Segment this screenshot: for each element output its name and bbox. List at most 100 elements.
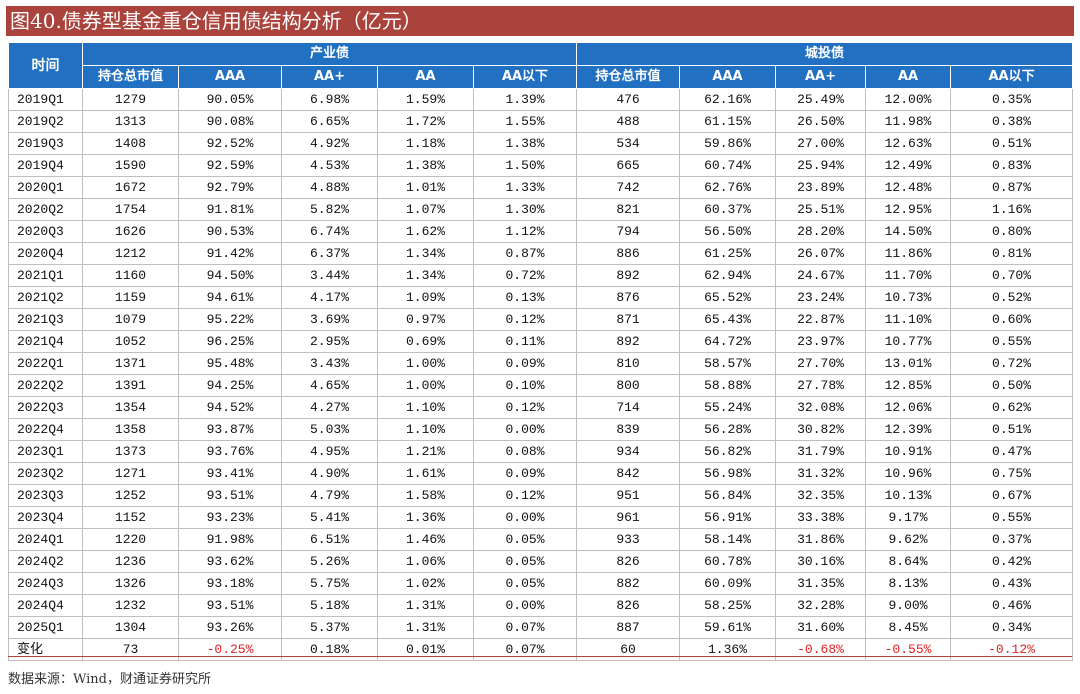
period-cell: 2024Q4 [8,594,83,617]
value-cell: 32.28% [775,594,867,617]
value-cell: 0.52% [950,286,1074,309]
value-cell: 90.53% [178,220,282,243]
value-cell: 0.00% [472,506,578,529]
value-cell: 1354 [82,396,179,419]
value-cell: 3.44% [281,264,378,287]
table-row: 2021Q2 1159 94.61% 4.17% 1.09% 0.13% 876 65.52%… [8,286,1074,309]
column-header: AA以下 [472,65,578,89]
value-cell: 9.17% [865,506,952,529]
value-cell: 0.75% [950,462,1074,485]
table-row: 2020Q4 1212 91.42% 6.37% 1.34% 0.87% 886 61.25%… [8,242,1074,265]
period-cell: 2021Q1 [8,264,83,287]
value-cell: 0.34% [950,616,1074,639]
table-row: 2024Q2 1236 93.62% 5.26% 1.06% 0.05% 826 60.78%… [8,550,1074,573]
value-cell: 5.82% [281,198,378,221]
value-cell: 12.63% [865,132,952,155]
value-cell: 93.76% [178,440,282,463]
table-row: 2021Q1 1160 94.50% 3.44% 1.34% 0.72% 892 62.94%… [8,264,1074,287]
value-cell: 1.61% [377,462,474,485]
table-row: 2021Q4 1052 96.25% 2.95% 0.69% 0.11% 892 64.72%… [8,330,1074,353]
value-cell: 32.08% [775,396,867,419]
value-cell: 1232 [82,594,179,617]
value-cell: 8.13% [865,572,952,595]
value-cell: 93.87% [178,418,282,441]
value-cell: 60.74% [679,154,777,177]
value-cell: 1.31% [377,594,474,617]
value-cell: 476 [576,88,681,111]
table-row: 2020Q2 1754 91.81% 5.82% 1.07% 1.30% 821 60.37%… [8,198,1074,221]
value-cell: 1672 [82,176,179,199]
value-cell: 62.16% [679,88,777,111]
value-cell: -0.12% [950,638,1074,661]
value-cell: 4.27% [281,396,378,419]
value-cell: 10.13% [865,484,952,507]
value-cell: 933 [576,528,681,551]
value-cell: 0.05% [472,528,578,551]
value-cell: 93.26% [178,616,282,639]
value-cell: 0.67% [950,484,1074,507]
value-cell: 25.94% [775,154,867,177]
column-header: AA以下 [950,65,1074,89]
value-cell: 94.25% [178,374,282,397]
table-row: 2019Q3 1408 92.52% 4.92% 1.18% 1.38% 534 59.86%… [8,132,1074,155]
value-cell: 0.05% [472,550,578,573]
value-cell: 4.88% [281,176,378,199]
value-cell: 5.26% [281,550,378,573]
value-cell: 26.07% [775,242,867,265]
value-cell: 62.94% [679,264,777,287]
value-cell: 10.91% [865,440,952,463]
value-cell: 0.12% [472,396,578,419]
value-cell: 1159 [82,286,179,309]
value-cell: 5.03% [281,418,378,441]
value-cell: 1.21% [377,440,474,463]
value-cell: 64.72% [679,330,777,353]
value-cell: 0.00% [472,418,578,441]
period-cell: 2020Q2 [8,198,83,221]
value-cell: 91.42% [178,242,282,265]
period-cell: 2020Q3 [8,220,83,243]
group-header-urban-investment: 城投债 [576,42,1074,66]
value-cell: 31.32% [775,462,867,485]
value-cell: 1.02% [377,572,474,595]
value-cell: 65.52% [679,286,777,309]
value-cell: 1.33% [472,176,578,199]
table-row: 2019Q4 1590 92.59% 4.53% 1.38% 1.50% 665 60.74%… [8,154,1074,177]
period-cell: 2023Q1 [8,440,83,463]
value-cell: 0.18% [281,638,378,661]
value-cell: 9.62% [865,528,952,551]
value-cell: 22.87% [775,308,867,331]
value-cell: 1358 [82,418,179,441]
period-cell: 2021Q2 [8,286,83,309]
value-cell: 1.38% [472,132,578,155]
table-row: 2023Q4 1152 93.23% 5.41% 1.36% 0.00% 961 56.91%… [8,506,1074,529]
period-cell: 2020Q1 [8,176,83,199]
value-cell: 1152 [82,506,179,529]
value-cell: 1391 [82,374,179,397]
value-cell: 0.55% [950,506,1074,529]
value-cell: 0.87% [472,242,578,265]
table-row: 2024Q3 1326 93.18% 5.75% 1.02% 0.05% 882 60.09%… [8,572,1074,595]
value-cell: 12.39% [865,418,952,441]
value-cell: 58.57% [679,352,777,375]
table-row: 2020Q3 1626 90.53% 6.74% 1.62% 1.12% 794 56.50%… [8,220,1074,243]
value-cell: 0.80% [950,220,1074,243]
value-cell: 1.36% [377,506,474,529]
value-cell: 0.87% [950,176,1074,199]
value-cell: 60.78% [679,550,777,573]
value-cell: 0.46% [950,594,1074,617]
value-cell: 1079 [82,308,179,331]
value-cell: 4.17% [281,286,378,309]
value-cell: 65.43% [679,308,777,331]
value-cell: 11.10% [865,308,952,331]
value-cell: 93.51% [178,484,282,507]
value-cell: 0.07% [472,616,578,639]
value-cell: 2.95% [281,330,378,353]
value-cell: 92.59% [178,154,282,177]
value-cell: 1.34% [377,264,474,287]
value-cell: 93.18% [178,572,282,595]
chart-title: 图40.债券型基金重仓信用债结构分析（亿元） [6,6,1074,36]
value-cell: 11.70% [865,264,952,287]
value-cell: 6.51% [281,528,378,551]
value-cell: 0.10% [472,374,578,397]
value-cell: 0.07% [472,638,578,661]
